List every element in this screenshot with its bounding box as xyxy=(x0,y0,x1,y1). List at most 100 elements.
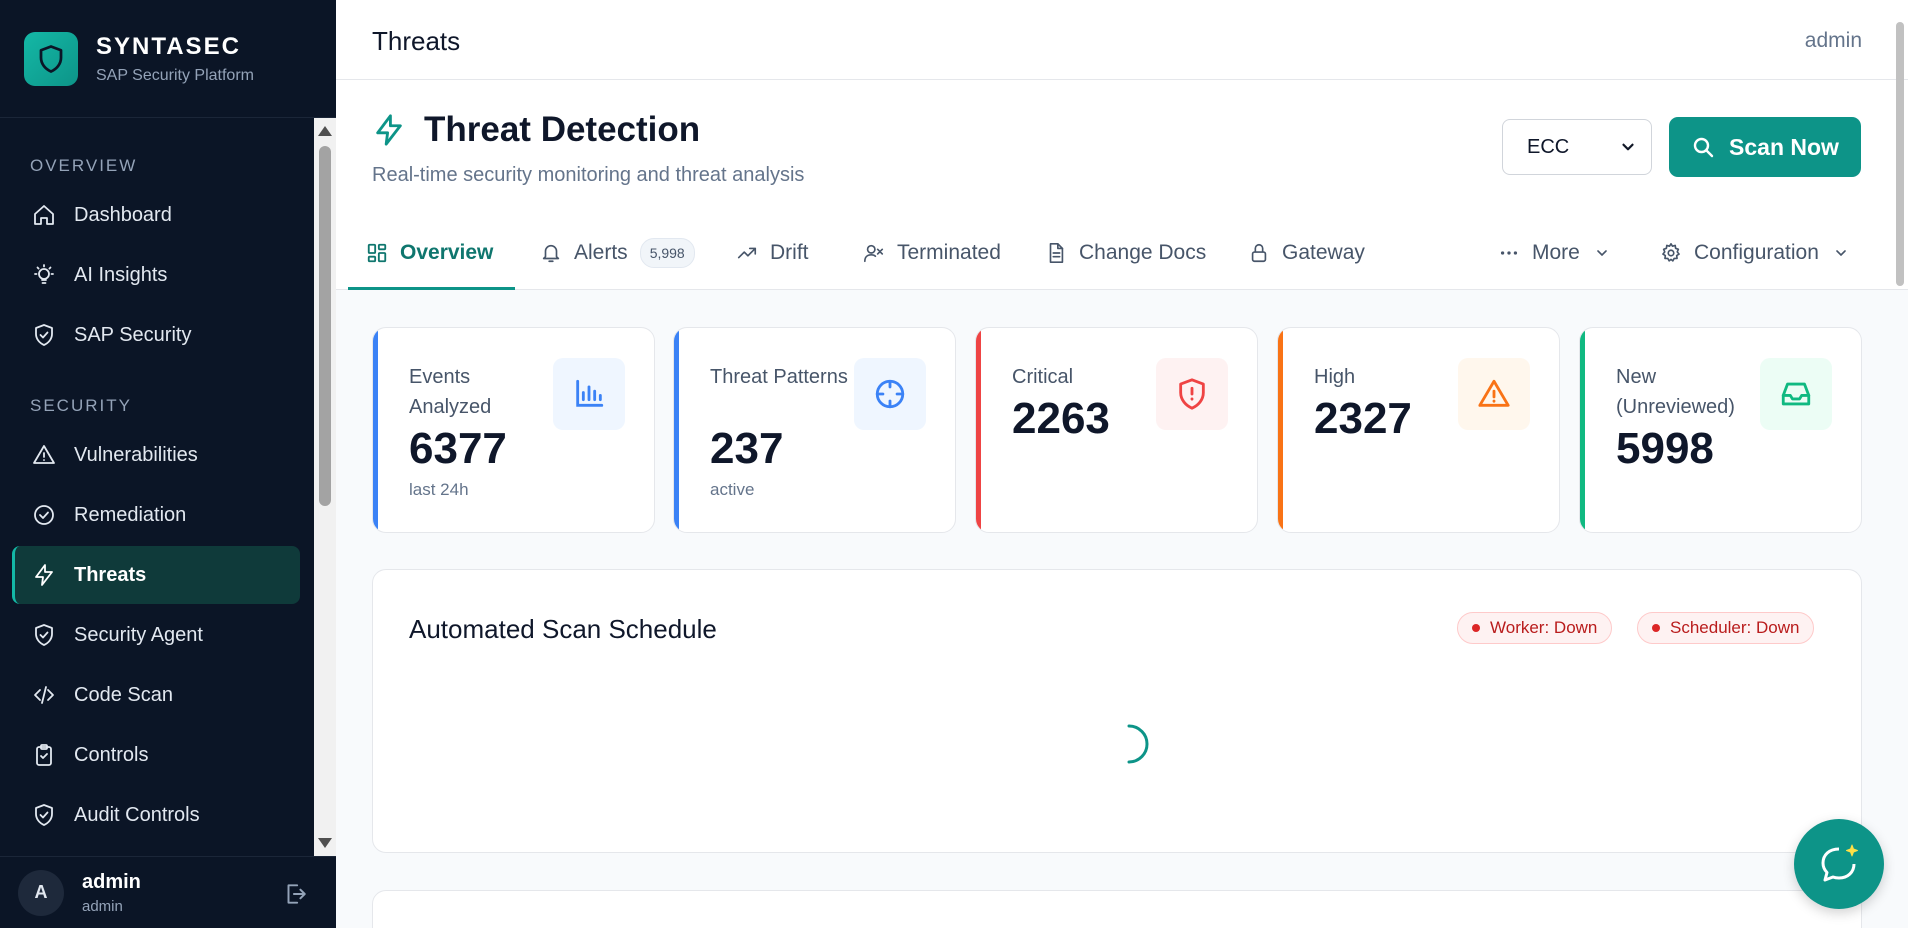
system-select-value: ECC xyxy=(1527,135,1570,158)
worker-status-badge: Worker: Down xyxy=(1457,612,1613,644)
clipboard-check-icon xyxy=(36,744,52,766)
home-icon xyxy=(34,205,54,225)
sidebar-item-controls[interactable]: Controls xyxy=(12,726,300,784)
user-x-icon xyxy=(864,244,884,263)
tab-change-docs[interactable]: Change Docs xyxy=(1045,216,1206,290)
user-name: admin xyxy=(82,870,141,893)
tab-label: Configuration xyxy=(1694,241,1819,264)
page-scrollbar[interactable] xyxy=(1894,0,1908,928)
card-accent xyxy=(1580,328,1585,532)
gear-icon xyxy=(1662,243,1680,262)
brand-subtitle: SAP Security Platform xyxy=(96,66,254,84)
bolt-icon xyxy=(35,564,53,586)
sidebar-item-label: Remediation xyxy=(74,503,187,526)
scheduler-status-label: Scheduler: Down xyxy=(1670,618,1800,637)
topbar: Threats admin xyxy=(336,0,1908,80)
search-icon xyxy=(1693,137,1714,158)
grid-icon xyxy=(367,243,387,263)
sidebar-item-remediation[interactable]: Remediation xyxy=(12,486,300,544)
sidebar-item-security-agent[interactable]: Security Agent xyxy=(12,606,300,664)
card-accent xyxy=(674,328,679,532)
page-title: Threats xyxy=(372,26,461,56)
sidebar-item-ai-insights[interactable]: AI Insights xyxy=(12,246,300,304)
stat-value: 5998 xyxy=(1616,424,1714,473)
tab-drift[interactable]: Drift xyxy=(736,216,809,290)
sidebar-item-label: Dashboard xyxy=(74,203,172,226)
sidebar-item-label: Controls xyxy=(74,743,149,766)
stat-label: Critical xyxy=(1012,366,1074,388)
document-icon xyxy=(1049,243,1064,263)
sidebar-scrollbar[interactable] xyxy=(314,118,336,856)
warning-icon xyxy=(1458,358,1530,430)
alerts-count-badge: 5,998 xyxy=(639,238,695,268)
tab-configuration[interactable]: Configuration xyxy=(1660,216,1849,290)
sidebar-item-label: Threats xyxy=(74,563,147,586)
scan-now-label: Scan Now xyxy=(1729,133,1839,160)
user-role: admin xyxy=(82,897,123,915)
stat-value: 2327 xyxy=(1314,394,1412,443)
sidebar-item-label: Audit Controls xyxy=(74,803,200,826)
sidebar-item-threats[interactable]: Threats xyxy=(12,546,300,604)
scheduler-status-badge: Scheduler: Down xyxy=(1637,612,1815,644)
stat-label: New (Unreviewed) xyxy=(1616,366,1735,418)
scan-now-button[interactable]: Scan Now xyxy=(1669,117,1861,177)
sidebar-item-audit-controls[interactable]: Audit Controls xyxy=(12,786,300,844)
scroll-up-icon[interactable] xyxy=(318,126,332,136)
stat-label: Threat Patterns xyxy=(710,366,848,388)
logout-icon[interactable] xyxy=(282,881,308,907)
panel-title: Automated Scan Schedule xyxy=(409,614,717,644)
ellipsis-icon xyxy=(1500,251,1518,255)
brand[interactable]: SYNTASEC SAP Security Platform xyxy=(0,0,336,118)
tab-gateway[interactable]: Gateway xyxy=(1248,216,1365,290)
stat-note: last 24h xyxy=(409,480,469,499)
stat-value: 2263 xyxy=(1012,394,1110,443)
scroll-down-icon[interactable] xyxy=(318,838,332,848)
ai-chat-button[interactable] xyxy=(1794,819,1884,909)
tab-alerts[interactable]: Alerts 5,998 xyxy=(540,216,695,290)
code-icon xyxy=(34,686,54,704)
status-dot xyxy=(1472,624,1480,632)
stat-card-threat-patterns: Threat Patterns 237 active xyxy=(673,327,956,533)
sidebar-item-dashboard[interactable]: Dashboard xyxy=(12,186,300,244)
threat-header: Threat Detection Real-time security moni… xyxy=(336,80,1908,290)
loading-spinner-icon xyxy=(1127,724,1149,764)
bell-icon xyxy=(542,244,560,263)
chevron-down-icon xyxy=(1622,143,1634,151)
tab-label: Alerts xyxy=(574,241,628,264)
tab-label: Change Docs xyxy=(1079,241,1207,264)
section-title: Threat Detection xyxy=(424,110,701,149)
shield-check-icon xyxy=(35,624,53,646)
brand-name: SYNTASEC xyxy=(96,32,241,60)
sidebar-item-sap-security[interactable]: SAP Security xyxy=(12,306,300,364)
system-select[interactable]: ECC xyxy=(1502,119,1652,175)
scroll-thumb[interactable] xyxy=(319,146,331,506)
nav-section-security: SECURITY xyxy=(30,396,132,415)
tab-label: Terminated xyxy=(897,241,1001,264)
sidebar-item-vulnerabilities[interactable]: Vulnerabilities xyxy=(12,426,300,484)
stat-card-new-unreviewed: New (Unreviewed) 5998 xyxy=(1579,327,1862,533)
tab-more[interactable]: More xyxy=(1498,216,1610,290)
sidebar-item-code-scan[interactable]: Code Scan xyxy=(12,666,300,724)
card-accent xyxy=(976,328,981,532)
check-circle-icon xyxy=(34,505,54,525)
bar-chart-icon xyxy=(553,358,625,430)
sidebar-item-label: Security Agent xyxy=(74,623,203,646)
topbar-user[interactable]: admin xyxy=(1804,29,1862,52)
tab-overview[interactable]: Overview xyxy=(348,216,515,290)
tab-terminated[interactable]: Terminated xyxy=(863,216,1001,290)
inbox-icon xyxy=(1760,358,1832,430)
scan-schedule-panel: Automated Scan Schedule Worker: Down Sch… xyxy=(372,569,1862,853)
page-scroll-thumb[interactable] xyxy=(1896,22,1904,286)
card-accent xyxy=(1278,328,1283,532)
warning-icon xyxy=(33,445,55,464)
chevron-down-icon xyxy=(1597,250,1607,256)
worker-status-label: Worker: Down xyxy=(1490,618,1598,637)
stat-card-critical: Critical 2263 xyxy=(975,327,1258,533)
sidebar-nav: OVERVIEW Dashboard AI Insights SAP Secur… xyxy=(0,118,312,856)
stat-label: High xyxy=(1314,366,1356,388)
stat-label: Events Analyzed xyxy=(409,366,492,418)
avatar[interactable]: A xyxy=(18,869,64,916)
tab-label: Drift xyxy=(770,241,809,264)
shield-icon xyxy=(24,31,78,86)
shield-alert-icon xyxy=(1156,358,1228,430)
